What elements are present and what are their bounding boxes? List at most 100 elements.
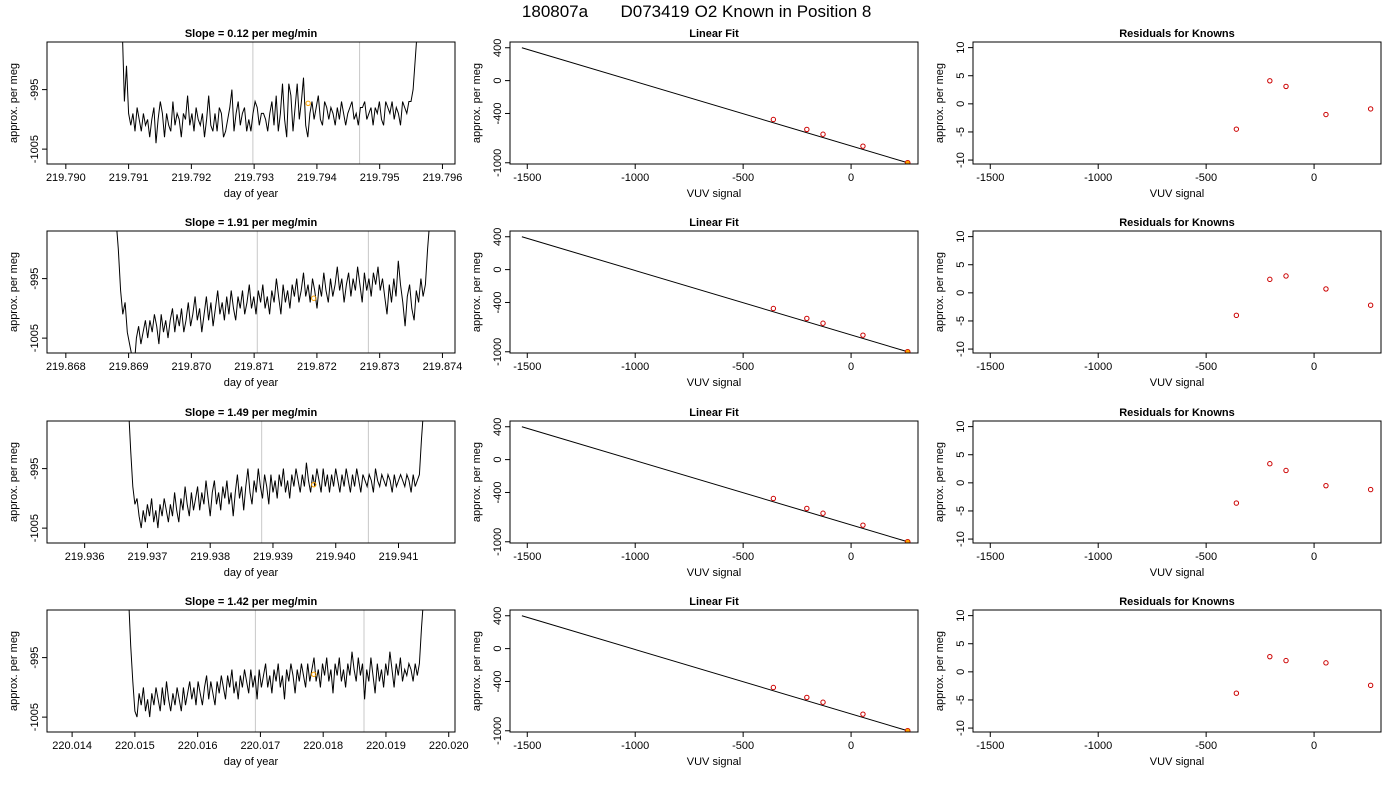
x-tick-label: 219.868 [46, 361, 86, 373]
plot-area [128, 421, 424, 529]
x-axis-label: VUV signal [687, 188, 741, 200]
x-tick-label: 220.014 [52, 740, 92, 752]
y-tick-label: 0 [492, 267, 504, 273]
data-point [1267, 78, 1273, 84]
x-tick-label: -1000 [1084, 551, 1112, 563]
y-tick-label: -995 [29, 647, 41, 669]
y-axis-label: approx. per meg [934, 442, 946, 522]
y-tick-label: 400 [492, 39, 504, 57]
x-tick-label: 0 [1311, 740, 1317, 752]
y-tick-label: -10 [955, 152, 967, 168]
x-axis-label: VUV signal [1150, 188, 1204, 200]
y-tick-label: 10 [955, 609, 967, 621]
panel-title: Slope = 1.91 per meg/min [185, 217, 318, 229]
y-tick-label: 0 [955, 669, 967, 675]
data-point [1283, 83, 1289, 90]
data-point [860, 711, 866, 717]
x-tick-label: 219.936 [65, 551, 105, 563]
figure-title-sample-id: D073419 [620, 2, 689, 21]
y-tick-label: -10 [955, 341, 967, 357]
y-tick-label: -1005 [29, 703, 41, 731]
data-point [1323, 111, 1329, 118]
x-tick-label: 220.019 [366, 740, 406, 752]
plot-area [122, 42, 417, 144]
x-axis-label: day of year [224, 188, 279, 200]
panel-title: Linear Fit [689, 407, 739, 419]
y-tick-label: -400 [492, 481, 504, 503]
x-tick-label: 0 [848, 361, 854, 373]
known-marker [305, 100, 311, 106]
panel-title: Slope = 0.12 per meg/min [185, 28, 318, 40]
data-point [860, 143, 866, 149]
y-tick-label: 0 [492, 78, 504, 84]
y-tick-label: 5 [955, 262, 967, 268]
y-tick-label: 0 [492, 646, 504, 652]
x-tick-label: -1000 [621, 740, 649, 752]
data-point [1323, 286, 1329, 292]
y-tick-label: 5 [955, 452, 967, 458]
x-tick-label: 219.795 [360, 172, 400, 184]
y-tick-label: -400 [492, 102, 504, 124]
x-axis-label: VUV signal [687, 377, 741, 389]
data-point [770, 684, 777, 691]
x-tick-label: 220.015 [115, 740, 155, 752]
x-tick-label: -500 [1195, 740, 1217, 752]
x-tick-label: -1000 [621, 551, 649, 563]
x-axis-label: VUV signal [1150, 756, 1204, 768]
y-tick-label: 10 [955, 230, 967, 242]
x-tick-label: 219.794 [297, 172, 337, 184]
x-tick-label: 219.872 [297, 361, 337, 373]
panel-r4-c3: Residuals for Knowns -1500 -1000 -500 0 10 5 0 -… [934, 596, 1382, 768]
x-tick-label: 0 [848, 172, 854, 184]
x-tick-label: 220.018 [303, 740, 343, 752]
fit-line [521, 426, 908, 543]
x-axis-label: VUV signal [1150, 377, 1204, 389]
data-point [1233, 312, 1240, 319]
panel-r2-c2: Linear Fit -1500 -1000 -500 0 400 0 -400 -1000 VU… [471, 217, 919, 389]
x-tick-label: -1000 [1084, 740, 1112, 752]
highlight-point [904, 159, 911, 164]
panel-r4-c2: Linear Fit -1500 -1000 -500 0 400 0 -400 -1000 VU… [471, 596, 919, 768]
fit-line [521, 615, 908, 732]
data-point [1233, 126, 1240, 132]
y-tick-label: 5 [955, 73, 967, 79]
plot-frame [509, 41, 919, 165]
x-tick-label: -1500 [513, 551, 541, 563]
y-tick-label: 0 [955, 101, 967, 107]
plot-frame [509, 420, 919, 544]
x-tick-label: -1500 [976, 551, 1004, 563]
panel-r4-c1: Slope = 1.42 per meg/min 220.014 220.015 22… [8, 596, 469, 768]
plot-frame [972, 230, 1382, 354]
signal-trace [116, 231, 430, 353]
data-point [1283, 657, 1289, 664]
highlight-point [904, 348, 911, 353]
x-tick-label: -500 [732, 551, 754, 563]
y-axis-label: approx. per meg [934, 63, 946, 143]
y-tick-label: -10 [955, 720, 967, 736]
data-point [820, 131, 826, 137]
plot-area [521, 236, 911, 353]
x-tick-label: 219.869 [109, 361, 149, 373]
plot-area [128, 610, 424, 718]
y-axis-label: approx. per meg [8, 631, 20, 711]
data-point [804, 126, 810, 133]
data-point [1233, 690, 1240, 696]
y-tick-label: 10 [955, 420, 967, 432]
figure-title: 180807a D073419 O2 Known in Position 8 [522, 2, 871, 21]
y-tick-label: -400 [492, 670, 504, 692]
y-axis-label: approx. per meg [471, 252, 483, 332]
panel-grid: Slope = 0.12 per meg/min 219.790 219.791 21… [8, 28, 1382, 768]
y-tick-label: 0 [492, 457, 504, 463]
panel-title: Residuals for Knowns [1119, 596, 1235, 608]
x-tick-label: -1500 [513, 172, 541, 184]
y-tick-label: -1005 [29, 135, 41, 163]
panel-r3-c3: Residuals for Knowns -1500 -1000 -500 0 10 5 0 -… [934, 407, 1382, 579]
highlight-point [904, 538, 911, 543]
x-tick-label: -1500 [976, 361, 1004, 373]
y-axis-label: approx. per meg [8, 442, 20, 522]
x-tick-label: 220.020 [429, 740, 469, 752]
known-marker [311, 671, 317, 677]
y-tick-label: -1000 [492, 338, 504, 366]
plot-frame [46, 41, 456, 165]
